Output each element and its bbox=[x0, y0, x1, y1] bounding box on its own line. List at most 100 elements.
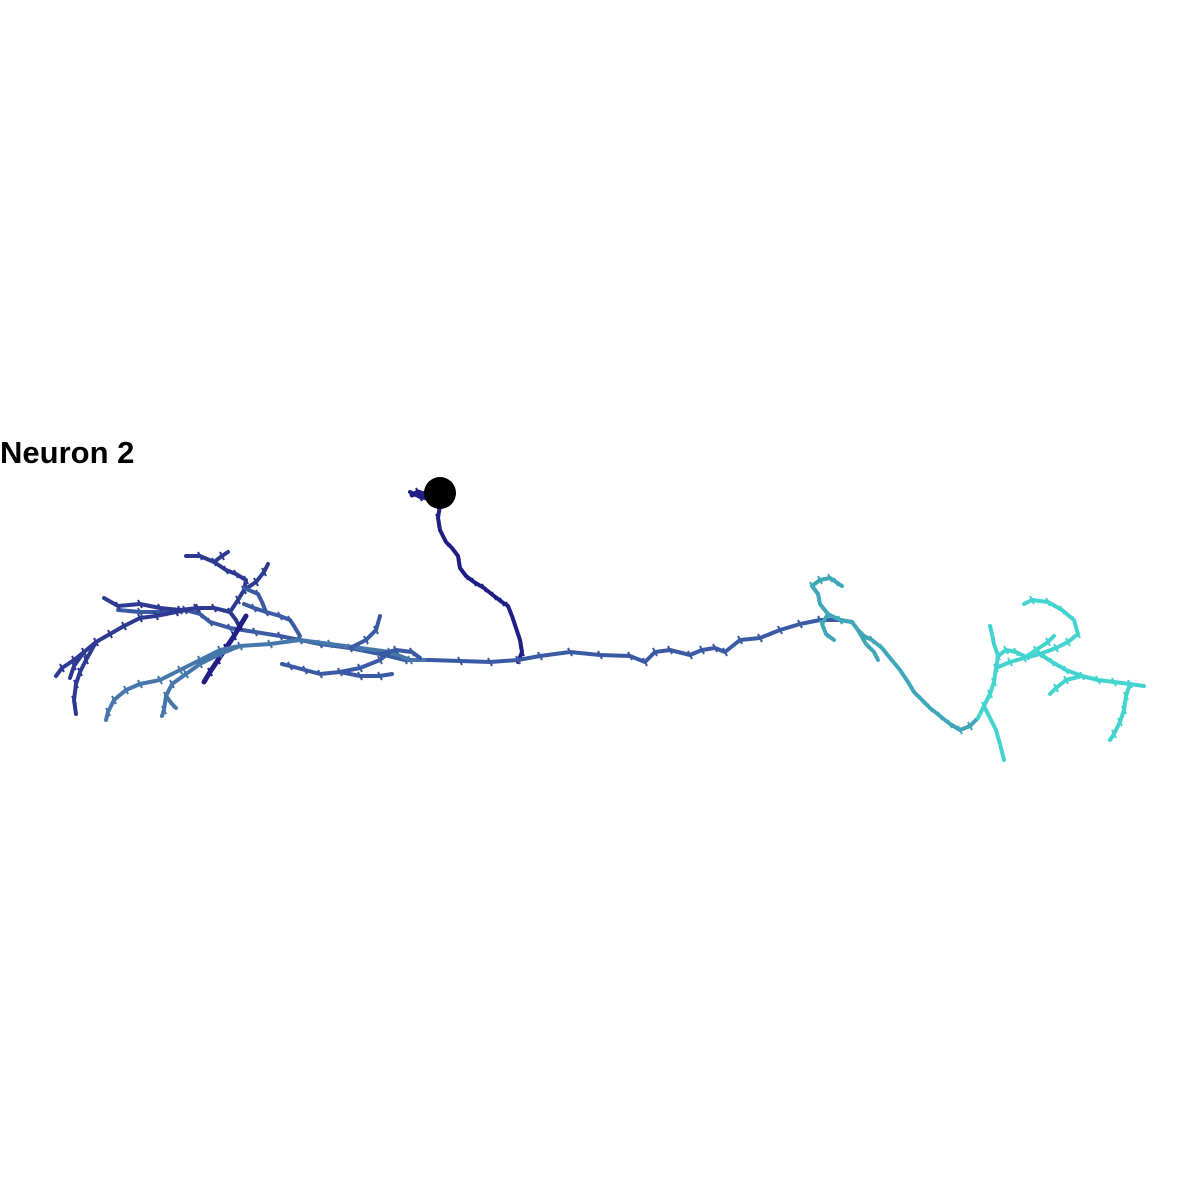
spine-mark bbox=[513, 623, 519, 633]
spine-mark bbox=[957, 725, 963, 735]
spine-mark bbox=[757, 633, 763, 643]
spine-mark bbox=[863, 639, 869, 649]
spine-mark bbox=[233, 569, 239, 579]
spine-mark bbox=[797, 619, 803, 629]
dendrite-branch-34 bbox=[1022, 634, 1056, 660]
spine-mark bbox=[833, 577, 839, 587]
spine-mark bbox=[505, 601, 511, 611]
spine-mark bbox=[687, 650, 693, 660]
spine-mark bbox=[277, 631, 283, 641]
spine-mark bbox=[157, 675, 163, 685]
spine-mark bbox=[712, 643, 718, 653]
dendrite-branch-11 bbox=[242, 562, 270, 592]
spine-mark bbox=[437, 525, 443, 535]
spine-mark bbox=[567, 647, 573, 657]
spine-mark bbox=[1053, 643, 1059, 653]
spine-mark bbox=[302, 665, 308, 675]
spine-mark bbox=[137, 679, 143, 689]
spine-mark bbox=[1053, 683, 1059, 693]
dendrite-branch-31 bbox=[1038, 652, 1146, 688]
spine-mark bbox=[393, 645, 399, 655]
spine-mark bbox=[217, 649, 223, 659]
spine-mark bbox=[243, 575, 249, 585]
spine-mark bbox=[443, 537, 449, 547]
spine-mark bbox=[837, 615, 843, 625]
neuron-title: Neuron 2 bbox=[0, 435, 135, 470]
spine-mark bbox=[259, 597, 265, 607]
spine-mark bbox=[121, 621, 127, 631]
spine-mark bbox=[169, 679, 175, 689]
spine-mark bbox=[997, 739, 1003, 749]
spine-mark bbox=[1033, 645, 1039, 655]
soma bbox=[424, 477, 456, 509]
spine-mark bbox=[71, 661, 77, 671]
spine-mark bbox=[481, 583, 487, 593]
spine-mark bbox=[107, 629, 113, 639]
dendrite-branches bbox=[54, 487, 1146, 762]
spine-mark bbox=[73, 679, 79, 689]
spine-mark bbox=[491, 591, 497, 601]
spine-mark bbox=[1111, 677, 1117, 687]
spine-mark bbox=[519, 647, 525, 657]
spine-mark bbox=[377, 655, 383, 665]
spine-mark bbox=[699, 645, 705, 655]
spine-mark bbox=[83, 655, 89, 665]
spine-mark bbox=[1117, 717, 1123, 727]
spine-mark bbox=[1045, 637, 1051, 647]
spine-mark bbox=[652, 647, 658, 657]
spine-mark bbox=[1075, 629, 1081, 639]
spine-mark bbox=[123, 685, 129, 695]
dendrite-branch-17 bbox=[298, 638, 427, 662]
spine-mark bbox=[905, 677, 911, 687]
spine-mark bbox=[169, 699, 175, 709]
spine-mark bbox=[177, 665, 183, 675]
dendrite-branch-19 bbox=[338, 670, 394, 678]
spine-mark bbox=[417, 492, 423, 502]
spine-mark bbox=[457, 563, 463, 573]
spine-mark bbox=[287, 661, 293, 671]
spine-mark bbox=[537, 651, 543, 661]
spine-mark bbox=[515, 655, 521, 665]
spine-mark bbox=[819, 619, 825, 629]
spine-mark bbox=[967, 721, 973, 731]
spine-mark bbox=[77, 667, 83, 677]
dendrite-branch-21 bbox=[378, 648, 422, 660]
dendrite-branch-35 bbox=[996, 648, 1030, 660]
spine-mark bbox=[363, 635, 369, 645]
spine-mark bbox=[197, 551, 203, 561]
spine-mark bbox=[809, 581, 815, 591]
spine-mark bbox=[487, 657, 493, 667]
spine-mark bbox=[463, 571, 469, 581]
spine-mark bbox=[1045, 597, 1051, 607]
spine-mark bbox=[827, 573, 833, 583]
spine-mark bbox=[1007, 657, 1013, 667]
spine-mark bbox=[991, 677, 997, 687]
spine-mark bbox=[1063, 665, 1069, 675]
spine-mark bbox=[879, 643, 885, 653]
spine-mark bbox=[817, 599, 823, 609]
spine-mark bbox=[1123, 691, 1129, 701]
spine-mark bbox=[255, 589, 261, 599]
spine-mark bbox=[111, 695, 117, 705]
dendrite-branch-32 bbox=[1048, 674, 1084, 696]
spine-mark bbox=[817, 575, 823, 585]
spine-mark bbox=[195, 603, 201, 613]
spine-mark bbox=[993, 725, 999, 735]
spine-mark bbox=[219, 551, 225, 561]
spine-mark bbox=[1071, 615, 1077, 625]
spine-mark bbox=[1095, 675, 1101, 685]
dendrite-branch-3 bbox=[436, 503, 524, 664]
spine-mark bbox=[449, 543, 455, 553]
spine-mark bbox=[277, 611, 283, 621]
spine-mark bbox=[947, 719, 953, 729]
spine-mark bbox=[267, 639, 273, 649]
spine-mark bbox=[71, 695, 77, 705]
spine-mark bbox=[409, 647, 415, 657]
spine-mark bbox=[897, 665, 903, 675]
spine-mark bbox=[153, 611, 159, 621]
spine-mark bbox=[927, 703, 933, 713]
spine-mark bbox=[1049, 657, 1055, 667]
dendrite-branch-33 bbox=[1108, 682, 1132, 742]
spine-mark bbox=[861, 631, 867, 641]
